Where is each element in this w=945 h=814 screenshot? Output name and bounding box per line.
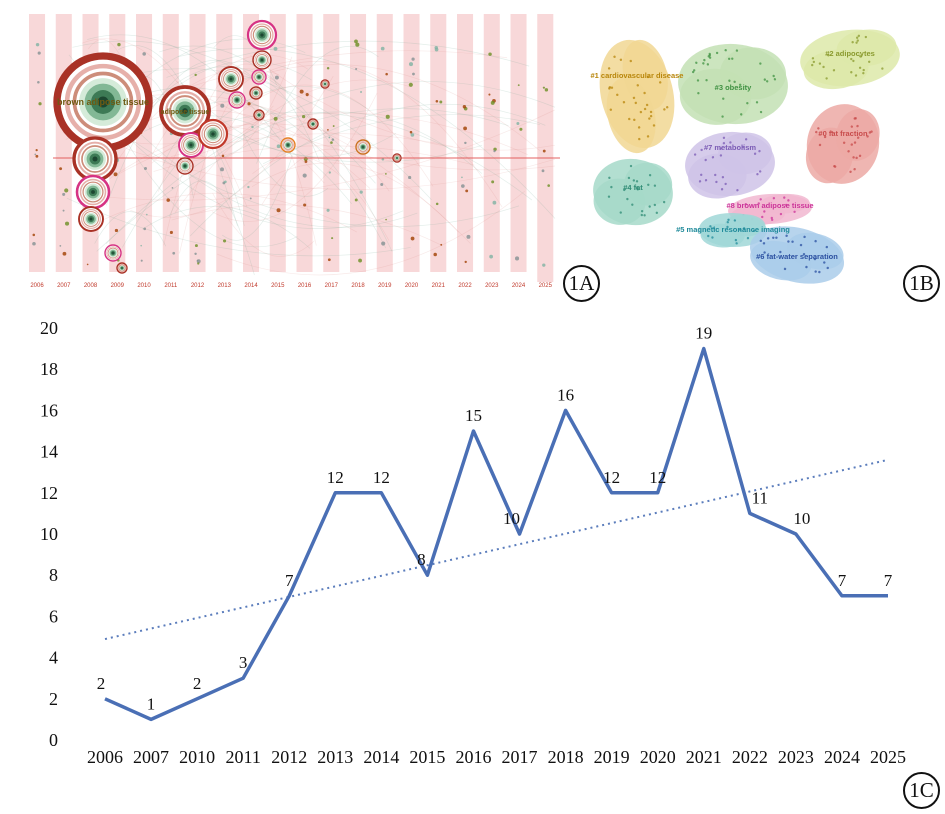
svg-text:15: 15 bbox=[465, 406, 482, 425]
svg-text:12: 12 bbox=[373, 468, 390, 487]
svg-text:2024: 2024 bbox=[824, 747, 860, 767]
svg-text:2014: 2014 bbox=[363, 747, 399, 767]
svg-text:2020: 2020 bbox=[640, 747, 676, 767]
citespace-timeline-network: brown adipose tissue adipose tissue 2006 20… bbox=[29, 14, 560, 289]
svg-text:2: 2 bbox=[193, 674, 202, 693]
svg-text:7: 7 bbox=[285, 571, 294, 590]
svg-text:2020: 2020 bbox=[405, 283, 419, 289]
svg-text:2017: 2017 bbox=[325, 283, 339, 289]
svg-text:10: 10 bbox=[793, 509, 810, 528]
svg-text:#8 brown adipose tissue: #8 brown adipose tissue bbox=[726, 201, 813, 210]
svg-text:2021: 2021 bbox=[686, 747, 722, 767]
svg-text:2012: 2012 bbox=[271, 747, 307, 767]
svg-text:12: 12 bbox=[649, 468, 666, 487]
svg-text:#1 cardiovascular disease: #1 cardiovascular disease bbox=[591, 71, 684, 80]
svg-text:2015: 2015 bbox=[271, 283, 285, 289]
svg-text:2016: 2016 bbox=[455, 747, 491, 767]
svg-text:10: 10 bbox=[40, 524, 58, 544]
svg-text:18: 18 bbox=[40, 359, 58, 379]
svg-text:19: 19 bbox=[695, 324, 712, 343]
svg-text:8: 8 bbox=[49, 565, 58, 585]
svg-text:1: 1 bbox=[147, 694, 156, 713]
svg-text:2009: 2009 bbox=[111, 283, 125, 289]
svg-text:2023: 2023 bbox=[485, 283, 499, 289]
svg-text:adipose tissue: adipose tissue bbox=[161, 109, 210, 116]
svg-text:2011: 2011 bbox=[226, 747, 261, 767]
svg-text:2013: 2013 bbox=[317, 747, 353, 767]
svg-text:#2 adipocytes: #2 adipocytes bbox=[825, 49, 875, 58]
svg-text:2008: 2008 bbox=[84, 283, 98, 289]
svg-text:7: 7 bbox=[884, 571, 893, 590]
svg-text:12: 12 bbox=[40, 483, 58, 503]
svg-text:2015: 2015 bbox=[409, 747, 445, 767]
svg-text:2025: 2025 bbox=[870, 747, 906, 767]
svg-text:2: 2 bbox=[49, 689, 58, 709]
panel-c-badge: 1C bbox=[903, 772, 940, 809]
svg-text:brown adipose tissue: brown adipose tissue bbox=[57, 97, 149, 107]
svg-text:2018: 2018 bbox=[351, 283, 365, 289]
svg-text:#5 magnetic resonance imaging: #5 magnetic resonance imaging bbox=[676, 225, 790, 234]
svg-text:#3 obesity: #3 obesity bbox=[715, 83, 753, 92]
svg-text:2014: 2014 bbox=[244, 283, 258, 289]
svg-text:3: 3 bbox=[239, 653, 248, 672]
svg-text:2022: 2022 bbox=[458, 283, 472, 289]
svg-text:#0 fat fraction: #0 fat fraction bbox=[818, 129, 868, 138]
svg-text:16: 16 bbox=[557, 385, 574, 404]
svg-text:2010: 2010 bbox=[137, 283, 151, 289]
svg-text:2021: 2021 bbox=[432, 283, 446, 289]
panel-b-badge: 1B bbox=[903, 265, 940, 302]
svg-text:16: 16 bbox=[40, 400, 58, 420]
svg-text:8: 8 bbox=[417, 550, 426, 569]
svg-text:2019: 2019 bbox=[594, 747, 630, 767]
svg-text:11: 11 bbox=[752, 488, 768, 507]
svg-text:2: 2 bbox=[97, 674, 106, 693]
svg-text:#4 fat: #4 fat bbox=[623, 183, 643, 192]
svg-text:4: 4 bbox=[49, 648, 58, 668]
svg-text:14: 14 bbox=[40, 442, 58, 462]
svg-text:2013: 2013 bbox=[218, 283, 232, 289]
svg-text:2019: 2019 bbox=[378, 283, 392, 289]
svg-text:2012: 2012 bbox=[191, 283, 205, 289]
svg-text:2006: 2006 bbox=[30, 283, 44, 289]
svg-text:2016: 2016 bbox=[298, 283, 312, 289]
svg-text:0: 0 bbox=[49, 730, 58, 750]
svg-text:2007: 2007 bbox=[133, 747, 169, 767]
svg-text:2024: 2024 bbox=[512, 283, 526, 289]
svg-text:7: 7 bbox=[838, 571, 847, 590]
svg-text:#6 fat-water separation: #6 fat-water separation bbox=[756, 252, 838, 261]
svg-text:2025: 2025 bbox=[539, 283, 553, 289]
svg-text:10: 10 bbox=[503, 509, 520, 528]
svg-text:20: 20 bbox=[40, 318, 58, 338]
svg-text:6: 6 bbox=[49, 606, 58, 626]
svg-text:2011: 2011 bbox=[164, 283, 178, 289]
svg-text:12: 12 bbox=[327, 468, 344, 487]
svg-text:2018: 2018 bbox=[548, 747, 584, 767]
svg-text:2022: 2022 bbox=[732, 747, 768, 767]
svg-text:2017: 2017 bbox=[502, 747, 538, 767]
svg-text:#7 metabolism: #7 metabolism bbox=[704, 143, 756, 152]
svg-text:2006: 2006 bbox=[87, 747, 123, 767]
keyword-cluster-map: #1 cardiovascular disease #3 obesity #2 ad… bbox=[591, 29, 900, 284]
panel-a-badge: 1A bbox=[563, 265, 600, 302]
svg-text:2007: 2007 bbox=[57, 283, 71, 289]
svg-text:12: 12 bbox=[603, 468, 620, 487]
svg-text:2010: 2010 bbox=[179, 747, 215, 767]
svg-text:2023: 2023 bbox=[778, 747, 814, 767]
